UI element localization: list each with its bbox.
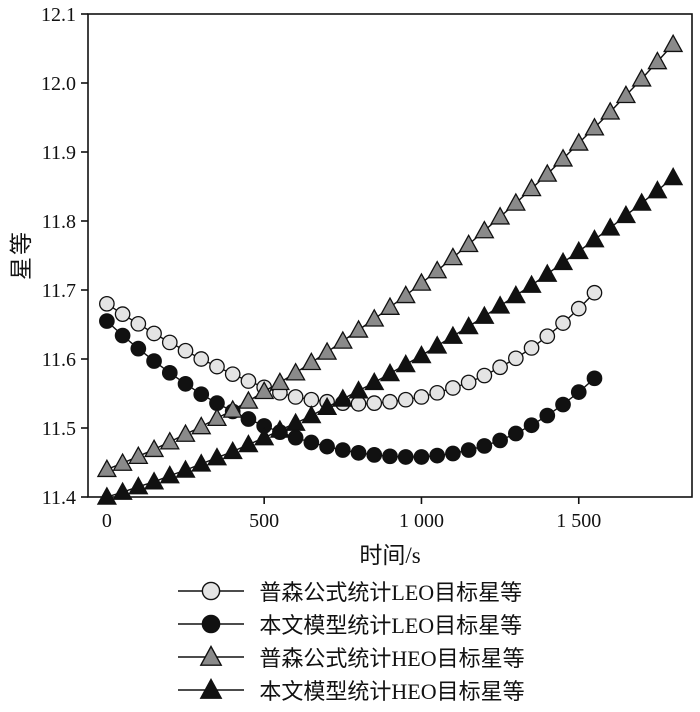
legend-label: 普森公式统计LEO目标星等 [259, 579, 523, 605]
legend-label: 普森公式统计HEO目标星等 [259, 645, 525, 671]
legend: 普森公式统计LEO目标星等 本文模型统计LEO目标星等 普森公式统计HEO目标星… [0, 574, 700, 706]
legend-item: 普森公式统计HEO目标星等 [175, 640, 525, 673]
y-axis-label: 星等 [9, 230, 34, 280]
svg-text:11.8: 11.8 [42, 211, 76, 233]
svg-text:0: 0 [102, 510, 112, 532]
legend-item: 普森公式统计LEO目标星等 [175, 574, 522, 607]
svg-text:11.9: 11.9 [42, 142, 76, 164]
legend-marker-gray-triangle-icon [178, 644, 245, 666]
legend-inner: 普森公式统计LEO目标星等 本文模型统计LEO目标星等 普森公式统计HEO目标星… [175, 574, 525, 706]
svg-text:500: 500 [249, 510, 279, 532]
svg-text:12.1: 12.1 [41, 4, 76, 26]
svg-text:11.5: 11.5 [42, 418, 76, 440]
chart-plot: 11.4 11.5 11.6 11.7 11.8 11.9 12.0 12.1 0 500 1 00… [41, 4, 693, 532]
legend-marker-open-circle-icon [178, 581, 245, 600]
legend-label: 本文模型统计LEO目标星等 [259, 612, 523, 638]
svg-text:11.4: 11.4 [42, 487, 76, 509]
svg-text:1 000: 1 000 [399, 510, 444, 532]
svg-text:1 500: 1 500 [556, 510, 601, 532]
svg-text:12.0: 12.0 [41, 73, 76, 95]
legend-marker-filled-circle-icon [178, 614, 245, 633]
legend-item: 本文模型统计LEO目标星等 [175, 607, 522, 640]
x-axis-label: 时间/s [359, 543, 421, 568]
svg-text:11.6: 11.6 [42, 349, 76, 371]
legend-item: 本文模型统计HEO目标星等 [175, 673, 525, 706]
legend-marker-black-triangle-icon [178, 677, 245, 699]
svg-text:11.7: 11.7 [42, 280, 76, 302]
legend-label: 本文模型统计HEO目标星等 [259, 678, 525, 704]
